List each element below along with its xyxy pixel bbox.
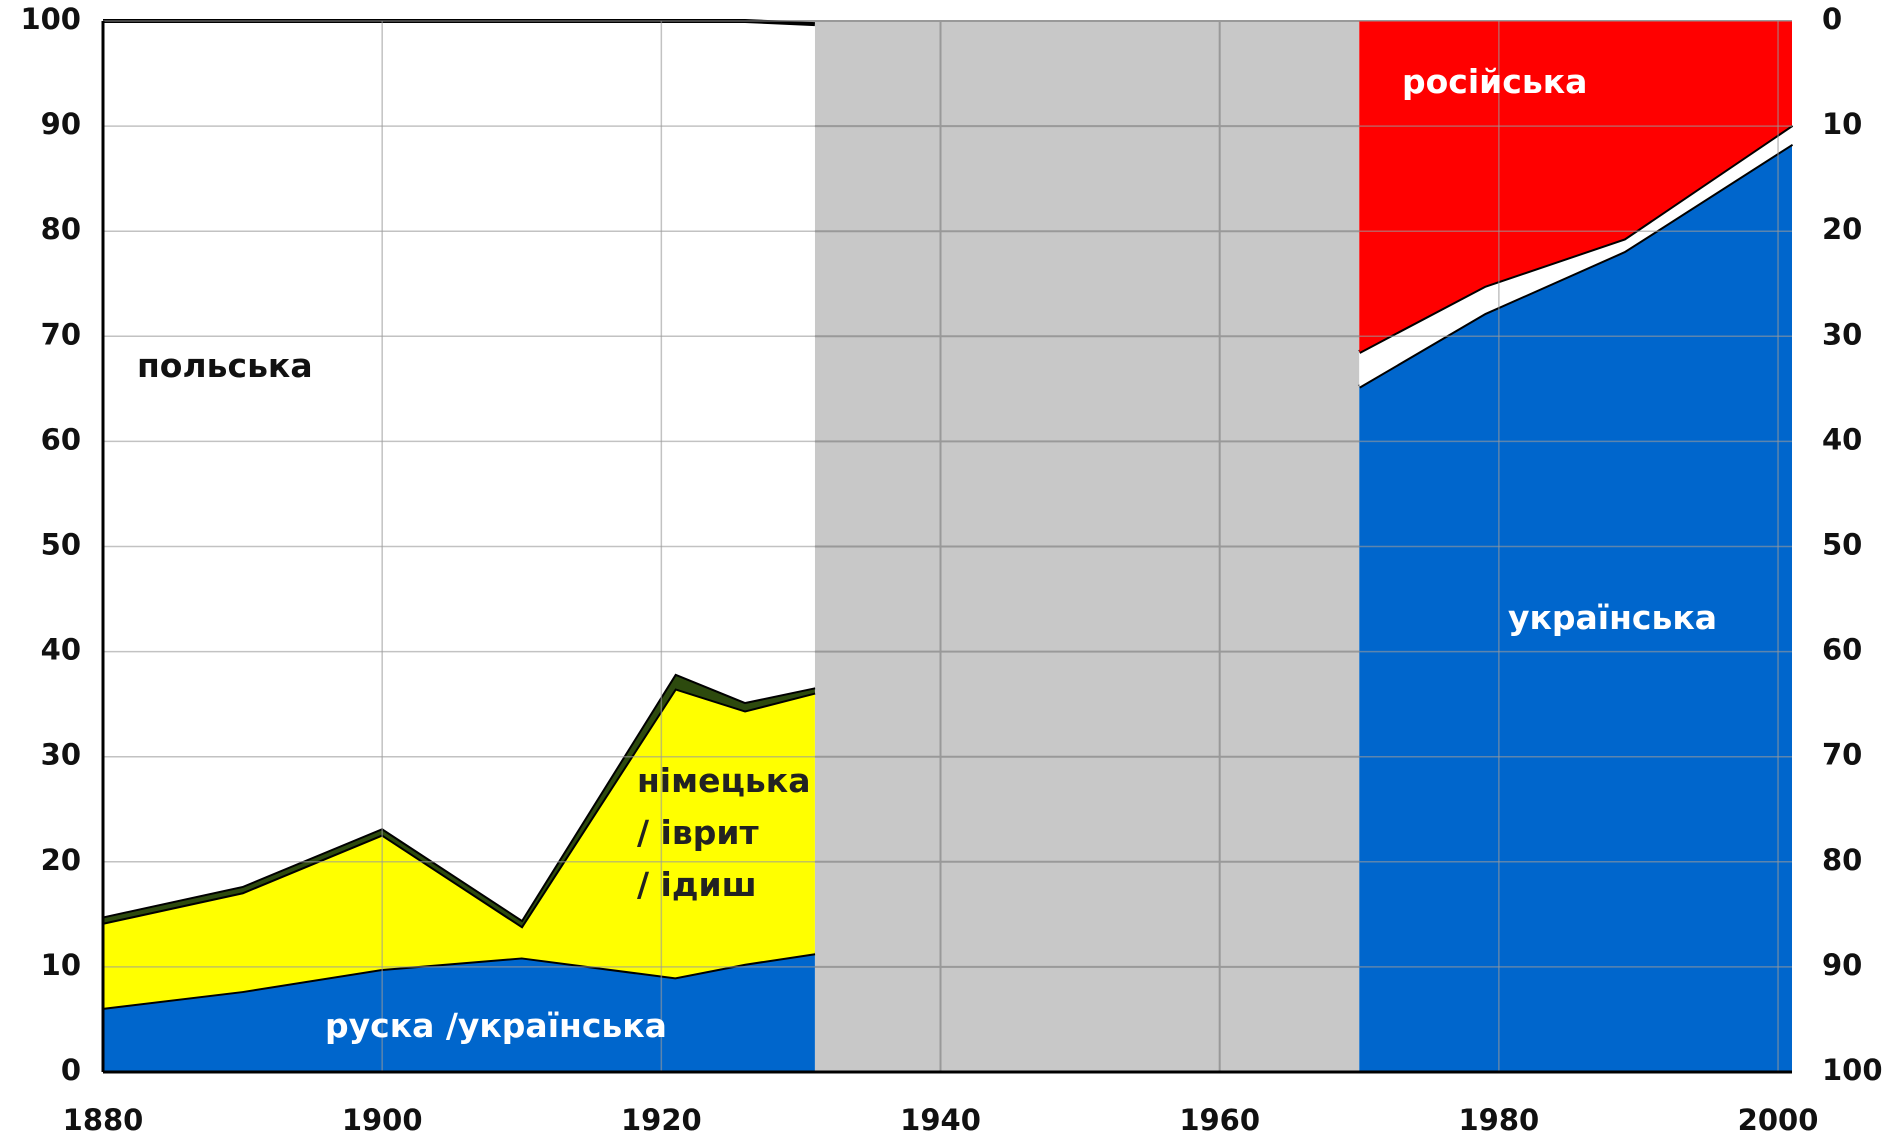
y-tick-label: 10 — [41, 948, 81, 982]
y-tick-label: 70 — [41, 317, 81, 351]
x-tick-label: 1920 — [621, 1103, 702, 1137]
y2-tick-label: 0 — [1822, 2, 1842, 36]
y2-tick-label: 70 — [1822, 738, 1862, 772]
y-tick-label: 30 — [41, 738, 81, 772]
y2-tick-label: 100 — [1822, 1053, 1883, 1087]
x-tick-label: 1880 — [63, 1103, 144, 1137]
y2-tick-label: 80 — [1822, 843, 1862, 877]
series-label: німецька / іврит / ідиш — [637, 761, 811, 904]
y-tick-label: 60 — [41, 422, 81, 456]
series-label: руска /українська — [325, 1006, 667, 1045]
series-label: польська — [137, 346, 313, 385]
area-edge — [102, 671, 816, 923]
x-tick-label: 2000 — [1738, 1103, 1819, 1137]
y-tick-label: 50 — [41, 528, 81, 562]
y2-tick-label: 90 — [1822, 948, 1862, 982]
x-tick-label: 1960 — [1179, 1103, 1260, 1137]
y2-tick-label: 60 — [1822, 633, 1862, 667]
y-tick-label: 90 — [41, 107, 81, 141]
series-label: українська — [1508, 598, 1718, 637]
y2-tick-label: 40 — [1822, 422, 1862, 456]
area — [103, 21, 815, 920]
y-tick-label: 20 — [41, 843, 81, 877]
y-tick-label: 40 — [41, 633, 81, 667]
x-tick-label: 1900 — [342, 1103, 423, 1137]
y-tick-label: 80 — [41, 212, 81, 246]
area — [103, 953, 815, 1072]
x-tick-label: 1940 — [900, 1103, 981, 1137]
area — [1359, 143, 1792, 1073]
series-label: російська — [1402, 62, 1588, 101]
y2-tick-label: 10 — [1822, 107, 1862, 141]
y2-tick-label: 30 — [1822, 317, 1862, 351]
y2-tick-label: 20 — [1822, 212, 1862, 246]
y-tick-label: 0 — [61, 1053, 81, 1087]
x-tick-label: 1980 — [1459, 1103, 1540, 1137]
y-tick-label: 100 — [20, 2, 81, 36]
area — [1359, 21, 1792, 353]
y2-tick-label: 50 — [1822, 528, 1862, 562]
area-edge — [102, 686, 816, 929]
area — [103, 688, 815, 1008]
